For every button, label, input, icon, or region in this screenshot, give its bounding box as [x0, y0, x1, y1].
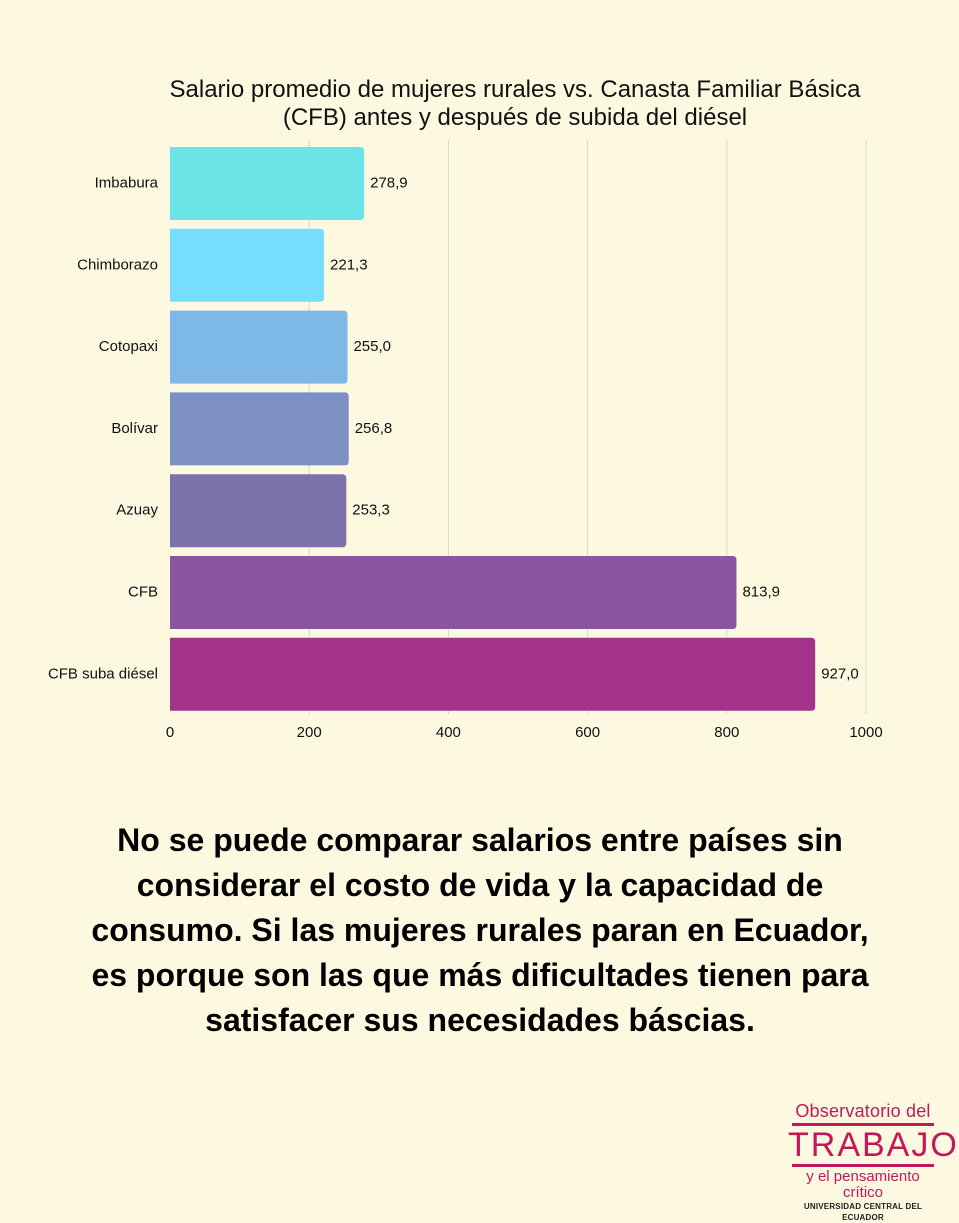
logo-line-3: y el pensamiento crítico	[806, 1168, 920, 1201]
labels: 0 200 400 600 800 1000 Imbabura 278,9 Chimborazo…	[48, 174, 883, 741]
logo-line-1: Observatorio del	[795, 1101, 931, 1121]
y-category-label: Cotopaxi	[99, 338, 158, 355]
x-tick-label: 600	[575, 724, 600, 741]
bar-value-label: 253,3	[352, 502, 390, 519]
x-tick-label: 0	[166, 724, 174, 741]
bar-value-label: 278,9	[370, 174, 408, 191]
y-category-label: Bolívar	[111, 420, 158, 437]
logo-line-2: TRABAJO	[788, 1126, 959, 1164]
y-category-label: CFB suba diésel	[48, 665, 158, 682]
bars	[170, 147, 816, 711]
logo-rule-top	[792, 1123, 934, 1126]
bar-value-label: 813,9	[742, 583, 780, 600]
x-tick-label: 800	[714, 724, 739, 741]
x-tick-label: 1000	[849, 724, 882, 741]
bar	[170, 228, 325, 302]
y-category-label: CFB	[128, 583, 158, 600]
bar-value-label: 255,0	[353, 338, 391, 355]
bar-value-label: 221,3	[330, 256, 368, 273]
logo-rule-bottom	[792, 1164, 934, 1167]
bar	[170, 310, 348, 384]
chart-title: Salario promedio de mujeres rurales vs. …	[169, 76, 861, 131]
bar-chart: 0 200 400 600 800 1000 Imbabura 278,9 Chimborazo…	[48, 140, 883, 741]
logo-line-4: UNIVERSIDAD CENTRAL DEL ECUADOR	[803, 1202, 923, 1222]
commentary-text: No se puede comparar salarios entre país…	[91, 822, 869, 1038]
bar	[170, 556, 737, 629]
y-category-label: Azuay	[116, 502, 158, 519]
bar-value-label: 927,0	[821, 665, 859, 682]
bar	[170, 392, 349, 466]
y-category-label: Chimborazo	[77, 256, 158, 273]
x-tick-label: 200	[297, 724, 322, 741]
y-category-label: Imbabura	[95, 174, 159, 191]
bar	[170, 637, 816, 711]
observatorio-logo: Observatorio del TRABAJO y el pensamient…	[788, 1101, 959, 1223]
bar-value-label: 256,8	[355, 420, 393, 437]
bar	[170, 474, 347, 548]
bar	[170, 147, 365, 220]
x-tick-label: 400	[436, 724, 461, 741]
